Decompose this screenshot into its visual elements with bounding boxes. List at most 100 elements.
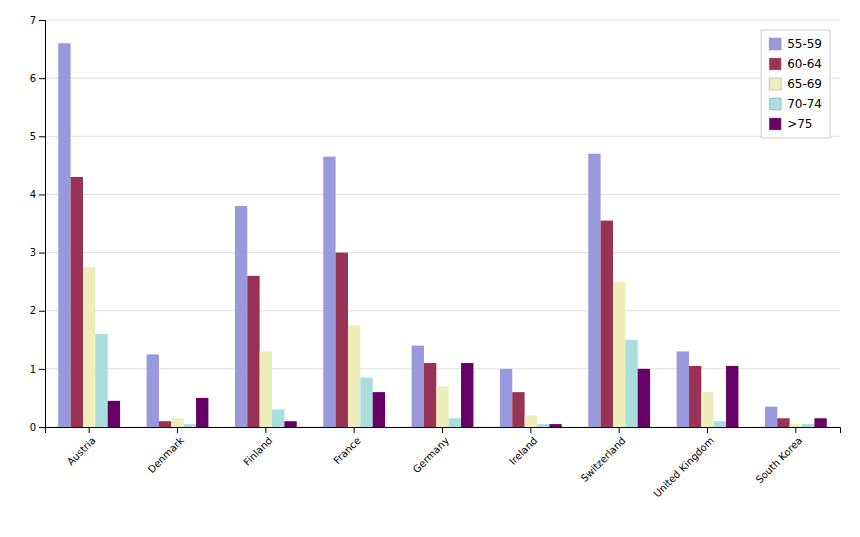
bar xyxy=(71,177,83,427)
tick-label: Denmark xyxy=(146,435,186,475)
tick-label: Austria xyxy=(65,435,98,468)
bar xyxy=(461,363,473,427)
bar xyxy=(601,221,613,427)
bar-series xyxy=(83,267,802,427)
bar xyxy=(677,351,689,427)
tick-label: 2 xyxy=(30,305,36,316)
bar xyxy=(260,351,272,427)
legend-label: >75 xyxy=(787,117,812,131)
legend-box xyxy=(761,30,830,138)
tick-label: Ireland xyxy=(507,435,539,467)
bar xyxy=(235,206,247,427)
bar xyxy=(360,378,372,427)
legend-label: 55-59 xyxy=(787,37,822,51)
bar xyxy=(500,369,512,427)
bar xyxy=(159,421,171,427)
legend-swatch xyxy=(769,78,781,90)
tick-mark xyxy=(39,194,45,195)
legend-item: 60-64 xyxy=(769,57,822,71)
tick-label: France xyxy=(331,435,362,466)
bar xyxy=(701,392,713,427)
legend-item: 55-59 xyxy=(769,37,822,51)
tick: Denmark xyxy=(146,427,186,475)
grid-line xyxy=(45,252,840,253)
grid-line xyxy=(45,136,840,137)
bar xyxy=(247,276,259,427)
bar xyxy=(802,424,814,427)
bar-series xyxy=(58,43,777,427)
bar xyxy=(436,386,448,427)
bar xyxy=(714,421,726,427)
tick: Switzerland xyxy=(579,427,628,484)
bars xyxy=(58,43,827,427)
legend-item: >75 xyxy=(769,117,812,131)
bar xyxy=(95,334,107,427)
x-axis: Austria Denmark Finland France Germany Irelan… xyxy=(46,427,841,499)
tick: 7 xyxy=(30,15,45,26)
grid-line xyxy=(45,78,840,79)
tick-label: Finland xyxy=(241,435,274,468)
tick: Austria xyxy=(65,427,98,468)
tick-label: 6 xyxy=(30,73,36,84)
tick-mark xyxy=(39,78,45,79)
tick-label: South Korea xyxy=(754,435,805,486)
bar-series xyxy=(71,177,790,427)
tick: 1 xyxy=(30,364,45,375)
grid-line xyxy=(45,194,840,195)
tick-mark xyxy=(177,427,178,433)
legend-swatch xyxy=(769,98,781,110)
tick-mark xyxy=(39,136,45,137)
legend-label: 60-64 xyxy=(787,57,822,71)
bar xyxy=(588,154,600,427)
tick: 5 xyxy=(30,131,45,142)
tick: 4 xyxy=(30,189,45,200)
bar xyxy=(58,43,70,427)
legend-label: 70-74 xyxy=(787,97,822,111)
tick-label: Germany xyxy=(411,435,451,475)
axis-line xyxy=(39,21,46,428)
legend: 55-5960-6465-6970-74>75 xyxy=(761,30,830,138)
tick: Ireland xyxy=(507,427,539,467)
tick-mark xyxy=(707,427,708,433)
axis-line xyxy=(46,428,841,434)
grid xyxy=(45,20,840,427)
bar xyxy=(449,418,461,427)
tick-label: United Kingdom xyxy=(651,435,716,500)
bar xyxy=(348,325,360,427)
bar xyxy=(814,418,826,427)
bar xyxy=(424,363,436,427)
bar xyxy=(196,398,208,427)
grid-line xyxy=(45,310,840,311)
chart: 0 1 2 3 4 5 6 7 Austria Denmark Finland France Germa… xyxy=(0,0,860,537)
bar xyxy=(790,424,802,427)
bar xyxy=(777,418,789,427)
bar xyxy=(373,392,385,427)
bar xyxy=(689,366,701,427)
bar xyxy=(625,340,637,427)
y-axis: 0 1 2 3 4 5 6 7 xyxy=(30,15,46,433)
tick-mark xyxy=(265,427,266,433)
bar-series xyxy=(95,334,814,427)
bar xyxy=(272,410,284,427)
tick: South Korea xyxy=(754,427,805,485)
bar xyxy=(336,253,348,427)
tick-mark xyxy=(39,253,45,254)
bar xyxy=(323,157,335,427)
plot: 0 1 2 3 4 5 6 7 Austria Denmark Finland France Germa… xyxy=(30,15,841,500)
tick-mark xyxy=(442,427,443,433)
tick-mark xyxy=(39,20,45,21)
tick: 6 xyxy=(30,73,45,84)
legend-item: 70-74 xyxy=(769,97,822,111)
tick-label: 5 xyxy=(30,131,36,142)
bar xyxy=(108,401,120,427)
tick-mark xyxy=(619,427,620,433)
legend-swatch xyxy=(769,58,781,70)
bar-series xyxy=(108,363,827,427)
bar xyxy=(537,424,549,427)
tick-label: 3 xyxy=(30,247,36,258)
grid-line xyxy=(45,368,840,369)
tick: 0 xyxy=(30,422,45,433)
tick-label: 1 xyxy=(30,364,36,375)
bar xyxy=(765,407,777,427)
tick-mark xyxy=(39,369,45,370)
